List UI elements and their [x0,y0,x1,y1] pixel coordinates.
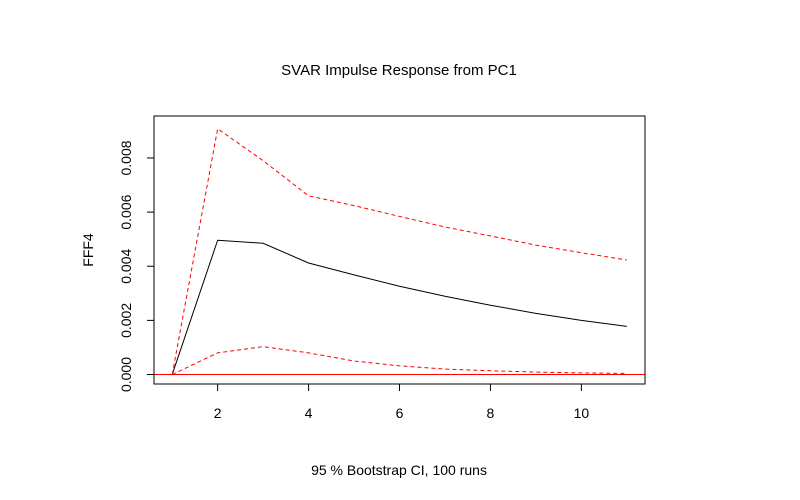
series-line-upper [171,127,627,375]
x-tick-label: 4 [305,405,313,421]
series-layer [171,127,627,375]
series-line-lower [171,346,627,375]
x-axis: 2 4 6 8 10 [214,383,590,421]
y-tick-label: 0.000 [118,357,134,392]
y-tick-label: 0.004 [118,249,134,284]
y-tick-label: 0.008 [118,140,134,175]
x-axis-label: 95 % Bootstrap CI, 100 runs [311,462,487,478]
y-axis: 0.000 0.002 0.004 0.006 0.008 [118,140,155,392]
y-tick-label: 0.002 [118,303,134,338]
y-tick-label: 0.006 [118,194,134,229]
x-tick-label: 10 [574,405,590,421]
chart-title: SVAR Impulse Response from PC1 [281,62,517,79]
plot-frame [153,115,646,385]
x-tick-label: 2 [214,405,222,421]
y-axis-label: FFF4 [80,233,96,267]
series-line-response [171,239,627,375]
x-tick-label: 6 [396,405,404,421]
x-tick-label: 8 [487,405,495,421]
